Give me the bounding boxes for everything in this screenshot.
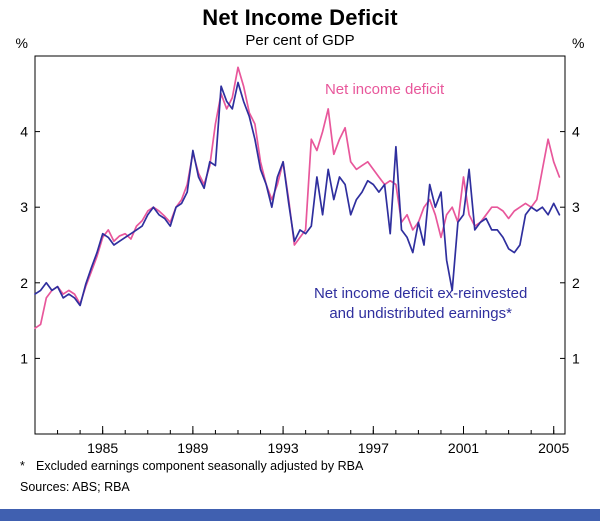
x-tick-label: 2001 [448,440,479,456]
window-edge-bar [0,509,600,521]
plot-frame [34,55,566,435]
y-tick-label-left: 4 [20,124,28,140]
y-tick-label-left: 3 [20,199,28,215]
y-axis-unit-left: % [16,35,28,51]
y-tick-label-left: 1 [20,350,28,366]
y-tick-label-right: 3 [572,199,580,215]
chart-title: Net Income Deficit [202,5,398,30]
series-label: Net income deficit ex-reinvested and undi… [314,285,527,322]
y-tick-label-right: 1 [572,350,580,366]
y-tick-label-left: 2 [20,275,28,291]
x-tick-label: 2005 [538,440,569,456]
series-line-1 [34,81,561,307]
sources-line: Sources: ABS; RBA [20,480,130,494]
series-label: Net income deficit [325,81,445,98]
footnote-marker: * [20,459,25,473]
y-tick-label-right: 4 [572,124,580,140]
y-axis-unit-right: % [572,35,584,51]
y-tick-label-right: 2 [572,275,580,291]
x-tick-label: 1985 [87,440,118,456]
series-line-0 [34,66,561,330]
x-tick-label: 1997 [358,440,389,456]
x-tick-label: 1989 [177,440,208,456]
chart-subtitle: Per cent of GDP [245,32,355,49]
footnote: * Excluded earnings component seasonally … [20,459,363,473]
x-tick-label: 1993 [268,440,299,456]
footnote-text: Excluded earnings component seasonally a… [36,459,364,473]
